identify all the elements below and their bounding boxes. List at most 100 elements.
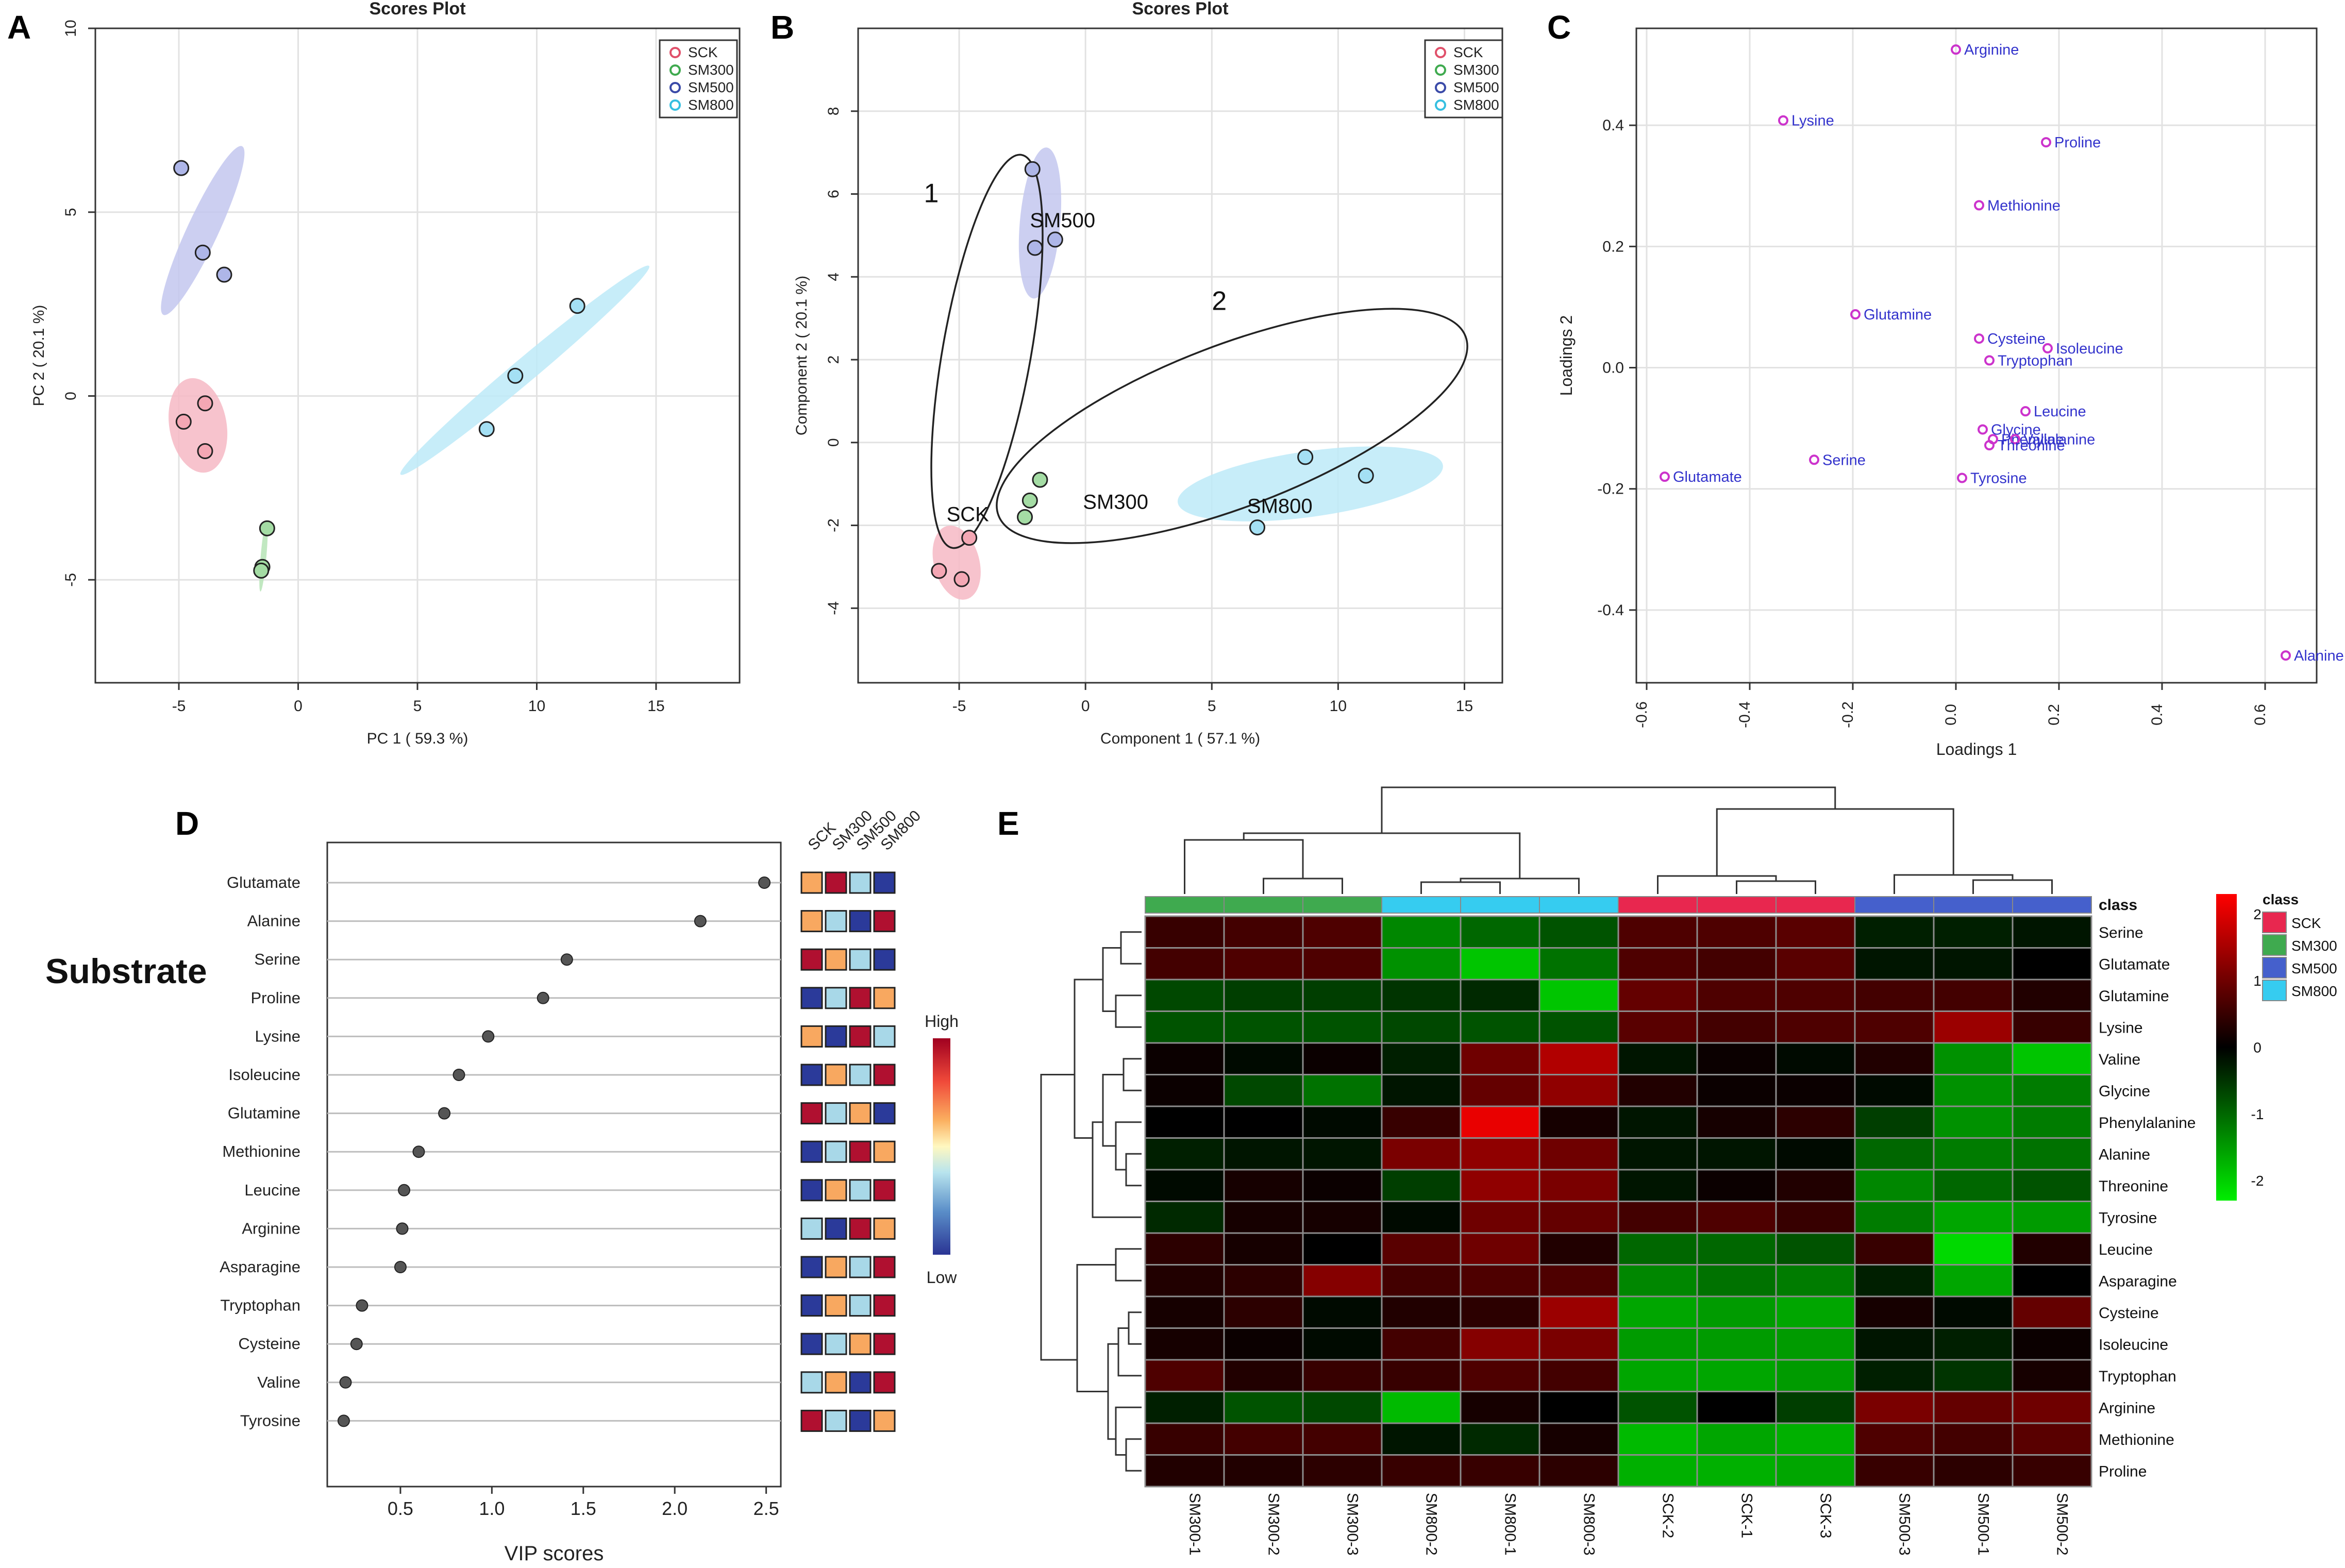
- heatmap-cell: [1538, 947, 1619, 981]
- loading-point: [1974, 333, 1984, 344]
- heatmap-cell: [1617, 1391, 1698, 1424]
- heatmap-cell: [1617, 1264, 1698, 1297]
- heatmap-col-label-sm500-1: SM500-1: [1975, 1493, 1992, 1556]
- annotation-sck: SCK: [947, 503, 990, 526]
- vip-cell: [873, 1217, 896, 1240]
- heatmap-cell: [1617, 947, 1698, 981]
- heatmap-cell: [2012, 1422, 2092, 1456]
- heatmap-cell: [1223, 1137, 1304, 1171]
- heatmap-cell: [1933, 1232, 2014, 1266]
- loading-label-glutamate: Glutamate: [1673, 469, 1742, 485]
- heatmap-col-label-sm500-3: SM500-3: [1896, 1493, 1913, 1556]
- heatmap-cell: [1933, 1010, 2014, 1044]
- heatmap-cell: [1302, 1454, 1383, 1488]
- vip-row-label-glutamine: Glutamine: [228, 1104, 300, 1122]
- heatmap-cell: [1854, 1391, 1935, 1424]
- class-legend-swatch-sm800: [2262, 980, 2287, 1001]
- y-tick-label: 4: [825, 273, 842, 281]
- heatmap-cell: [1696, 1295, 1777, 1329]
- heatmap-cell: [1381, 1042, 1462, 1075]
- x-axis-label: VIP scores: [505, 1542, 604, 1565]
- heatmap-cell: [1302, 1359, 1383, 1392]
- y-tick-label: 0: [825, 438, 842, 447]
- loading-point: [1957, 473, 1967, 483]
- heatmap-cell: [1223, 915, 1304, 949]
- class-legend-label-sm300: SM300: [2291, 938, 2337, 954]
- heatmap-cell: [2012, 1074, 2092, 1107]
- heatmap-cell: [2012, 1327, 2092, 1361]
- heatmap-cell: [1933, 1391, 2014, 1424]
- heatmap-cell: [1302, 1264, 1383, 1297]
- loading-point: [1660, 471, 1670, 482]
- heatmap-cell: [1144, 979, 1225, 1012]
- vip-cell: [825, 1217, 847, 1240]
- heatmap-col-label-sm800-1: SM800-1: [1502, 1493, 1519, 1556]
- vip-row-label-alanine: Alanine: [247, 912, 300, 930]
- heatmap-cell: [1223, 1105, 1304, 1139]
- col-dendro: [1657, 875, 1777, 894]
- heatmap-cell: [1381, 947, 1462, 981]
- heatmap-cell: [1933, 1074, 2014, 1107]
- heatmap-cell: [1144, 1010, 1225, 1044]
- heatmap-row-label-lysine: Lysine: [2099, 1019, 2143, 1036]
- heatmap-cell: [1302, 1010, 1383, 1044]
- vip-cell: [849, 1102, 872, 1125]
- class-bar-cell: [1539, 896, 1619, 914]
- heatmap-cell: [1144, 947, 1225, 981]
- heatmap-cell: [1223, 1074, 1304, 1107]
- x-tick-label: 15: [647, 698, 664, 715]
- vip-point-leucine: [398, 1184, 411, 1196]
- heatmap-cell: [1775, 915, 1856, 949]
- loading-label-cysteine: Cysteine: [1987, 331, 2046, 347]
- heatmap-cell: [1696, 1359, 1777, 1392]
- vip-cell: [873, 1294, 896, 1317]
- point-sck: [931, 563, 947, 579]
- heatmap-cell: [1617, 1359, 1698, 1392]
- heatmap-cell: [1854, 1327, 1935, 1361]
- vip-point-methionine: [412, 1145, 425, 1158]
- heatmap-row-label-serine: Serine: [2099, 924, 2143, 941]
- point-sm800: [1297, 449, 1314, 465]
- legend-box: [659, 39, 738, 119]
- heatmap-cell: [1854, 1295, 1935, 1329]
- heatmap-cell: [1933, 1454, 2014, 1488]
- legend-marker-sm800: [669, 99, 681, 111]
- vip-cell: [800, 1294, 823, 1317]
- row-dendro: [1117, 1327, 1142, 1377]
- point-sck: [175, 413, 192, 430]
- vip-cell: [873, 1025, 896, 1048]
- heatmap-cell: [1933, 1105, 2014, 1139]
- heatmap-cell: [1696, 1074, 1777, 1107]
- legend-label-sm300: SM300: [1453, 62, 1499, 78]
- point-sm500: [194, 244, 211, 261]
- heatmap-cell: [1933, 1264, 2014, 1297]
- class-bar-cell: [1697, 896, 1777, 914]
- point-sm500: [1024, 161, 1041, 177]
- heatmap-cell: [1854, 979, 1935, 1012]
- loading-label-tyrosine: Tyrosine: [1970, 470, 2027, 487]
- heatmap-row-label-tyrosine: Tyrosine: [2099, 1209, 2157, 1226]
- heatmap-cell: [1460, 1327, 1540, 1361]
- substrate-label: Substrate: [45, 952, 207, 991]
- vip-cell: [849, 871, 872, 894]
- vip-cell: [873, 1409, 896, 1432]
- annotation-sm500: SM500: [1030, 209, 1095, 232]
- heat-colorbar-tick: 1: [2253, 973, 2262, 989]
- heatmap-cell: [1696, 1105, 1777, 1139]
- vip-cell: [800, 1256, 823, 1278]
- heat-colorbar-tick: -2: [2251, 1173, 2264, 1189]
- heatmap-cell: [1775, 1359, 1856, 1392]
- heatmap-row-label-leucine: Leucine: [2099, 1241, 2153, 1258]
- heatmap-cell: [1460, 1137, 1540, 1171]
- heatmap-cell: [1933, 1327, 2014, 1361]
- vip-cell: [800, 1217, 823, 1240]
- point-sm500: [1027, 240, 1043, 256]
- heatmap-cell: [1775, 1169, 1856, 1202]
- heatmap-cell: [1538, 1295, 1619, 1329]
- y-tick-label: 8: [825, 107, 842, 115]
- heatmap-cell: [1933, 1359, 2014, 1392]
- heatmap-row-label-arginine: Arginine: [2099, 1400, 2155, 1417]
- legend-marker-sm800: [1435, 99, 1446, 111]
- heatmap-cell: [1381, 1137, 1462, 1171]
- panel-d: Substrate Glutamate Alanine Serine Proline Ly…: [45, 807, 959, 1565]
